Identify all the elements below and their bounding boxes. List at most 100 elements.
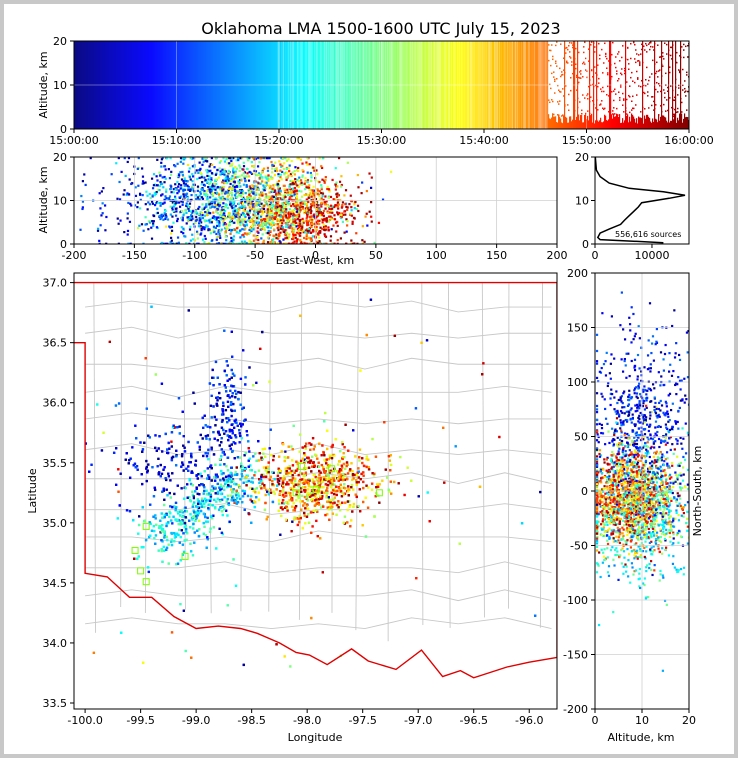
time-height-source-column [382,41,384,129]
time-height-source-column [295,41,297,129]
east-west-source [252,216,255,219]
east-west-source [279,190,282,194]
east-west-source [194,197,198,201]
east-west-source [267,207,270,210]
east-west-source [100,190,103,193]
time-height-source [614,62,616,65]
east-west-source [314,233,318,236]
east-west-source [269,218,272,221]
east-west-source [282,167,285,171]
time-height-source-column [415,41,417,129]
time-height-source [645,84,647,87]
east-west-source [320,212,323,216]
time-height-source-column [540,41,542,129]
east-west-source [302,220,305,223]
east-west-source [232,187,235,190]
time-height-source [571,64,573,66]
east-west-source [235,231,238,234]
time-height-source-column [347,41,349,129]
time-height-source [597,64,599,66]
east-west-source [236,175,239,179]
time-height-source [583,46,585,48]
east-west-source [210,190,213,193]
time-height-source-column [186,41,188,129]
time-height-source [635,61,637,64]
time-height-source-column [576,116,578,129]
time-height-source [610,115,612,117]
time-height-source [573,111,575,113]
east-west-source [303,182,306,185]
east-west-source [297,179,300,182]
time-height-source-column [98,41,100,129]
east-west-source [260,218,263,222]
time-height-source [644,108,646,110]
east-west-source [128,178,131,181]
time-height-source [682,84,684,87]
east-west-source [246,210,249,213]
east-west-source [325,219,329,222]
time-height-source [674,99,676,102]
east-west-source [238,218,241,221]
time-height-source-column [583,122,585,129]
east-west-source [227,179,230,182]
east-west-source [220,192,223,195]
east-west-source [190,218,193,222]
time-height-source [668,54,670,56]
time-height-source-column [127,41,129,129]
time-height-source-column [672,41,674,129]
time-height-source-column [677,117,679,129]
east-west-source [262,239,265,242]
east-west-source [246,157,249,160]
time-height-source [683,56,685,59]
east-west-source [267,236,270,239]
time-height-source [687,44,689,47]
east-west-source [276,193,280,196]
east-west-source [250,160,253,164]
east-west-source [174,214,178,217]
east-west-source [206,174,209,178]
time-height-source-column [170,41,172,129]
east-west-source [273,212,276,215]
time-height-source-column [226,41,228,129]
east-west-source [280,211,283,214]
time-height-source-column [80,41,82,129]
east-west-source [273,213,276,217]
east-west-source [211,194,214,198]
east-west-source [345,205,348,208]
east-west-source [253,223,256,226]
east-west-source [309,196,312,199]
east-west-source [273,235,276,238]
east-west-source [274,197,278,200]
east-west-source [313,169,316,172]
time-height-source-column [463,41,465,129]
east-west-source [273,216,276,219]
east-west-source [180,178,184,181]
time-height-source [681,46,683,48]
east-west-source [256,235,259,239]
east-west-source [308,210,311,214]
east-west-source [225,174,228,177]
east-west-source [105,242,108,244]
east-west-source [293,170,296,173]
east-west-source [226,157,229,160]
east-west-source [182,212,186,215]
time-height-source-column [138,41,140,129]
east-west-source [230,193,234,197]
time-height-source-column [376,41,378,129]
east-west-source [183,158,186,161]
east-west-source [170,191,173,194]
time-height-source-column [558,115,560,129]
time-height-source [673,115,675,117]
east-west-source [281,215,284,218]
time-height-source [561,71,563,73]
east-west-source [163,181,166,184]
east-west-source [345,230,348,233]
east-west-source [248,231,252,235]
east-west-source [355,207,358,211]
time-height-source-column [281,41,283,129]
east-west-source [276,218,279,221]
time-height-source-column [474,41,476,129]
east-west-source [257,212,260,215]
east-west-source [251,201,254,204]
east-west-source [139,193,142,197]
